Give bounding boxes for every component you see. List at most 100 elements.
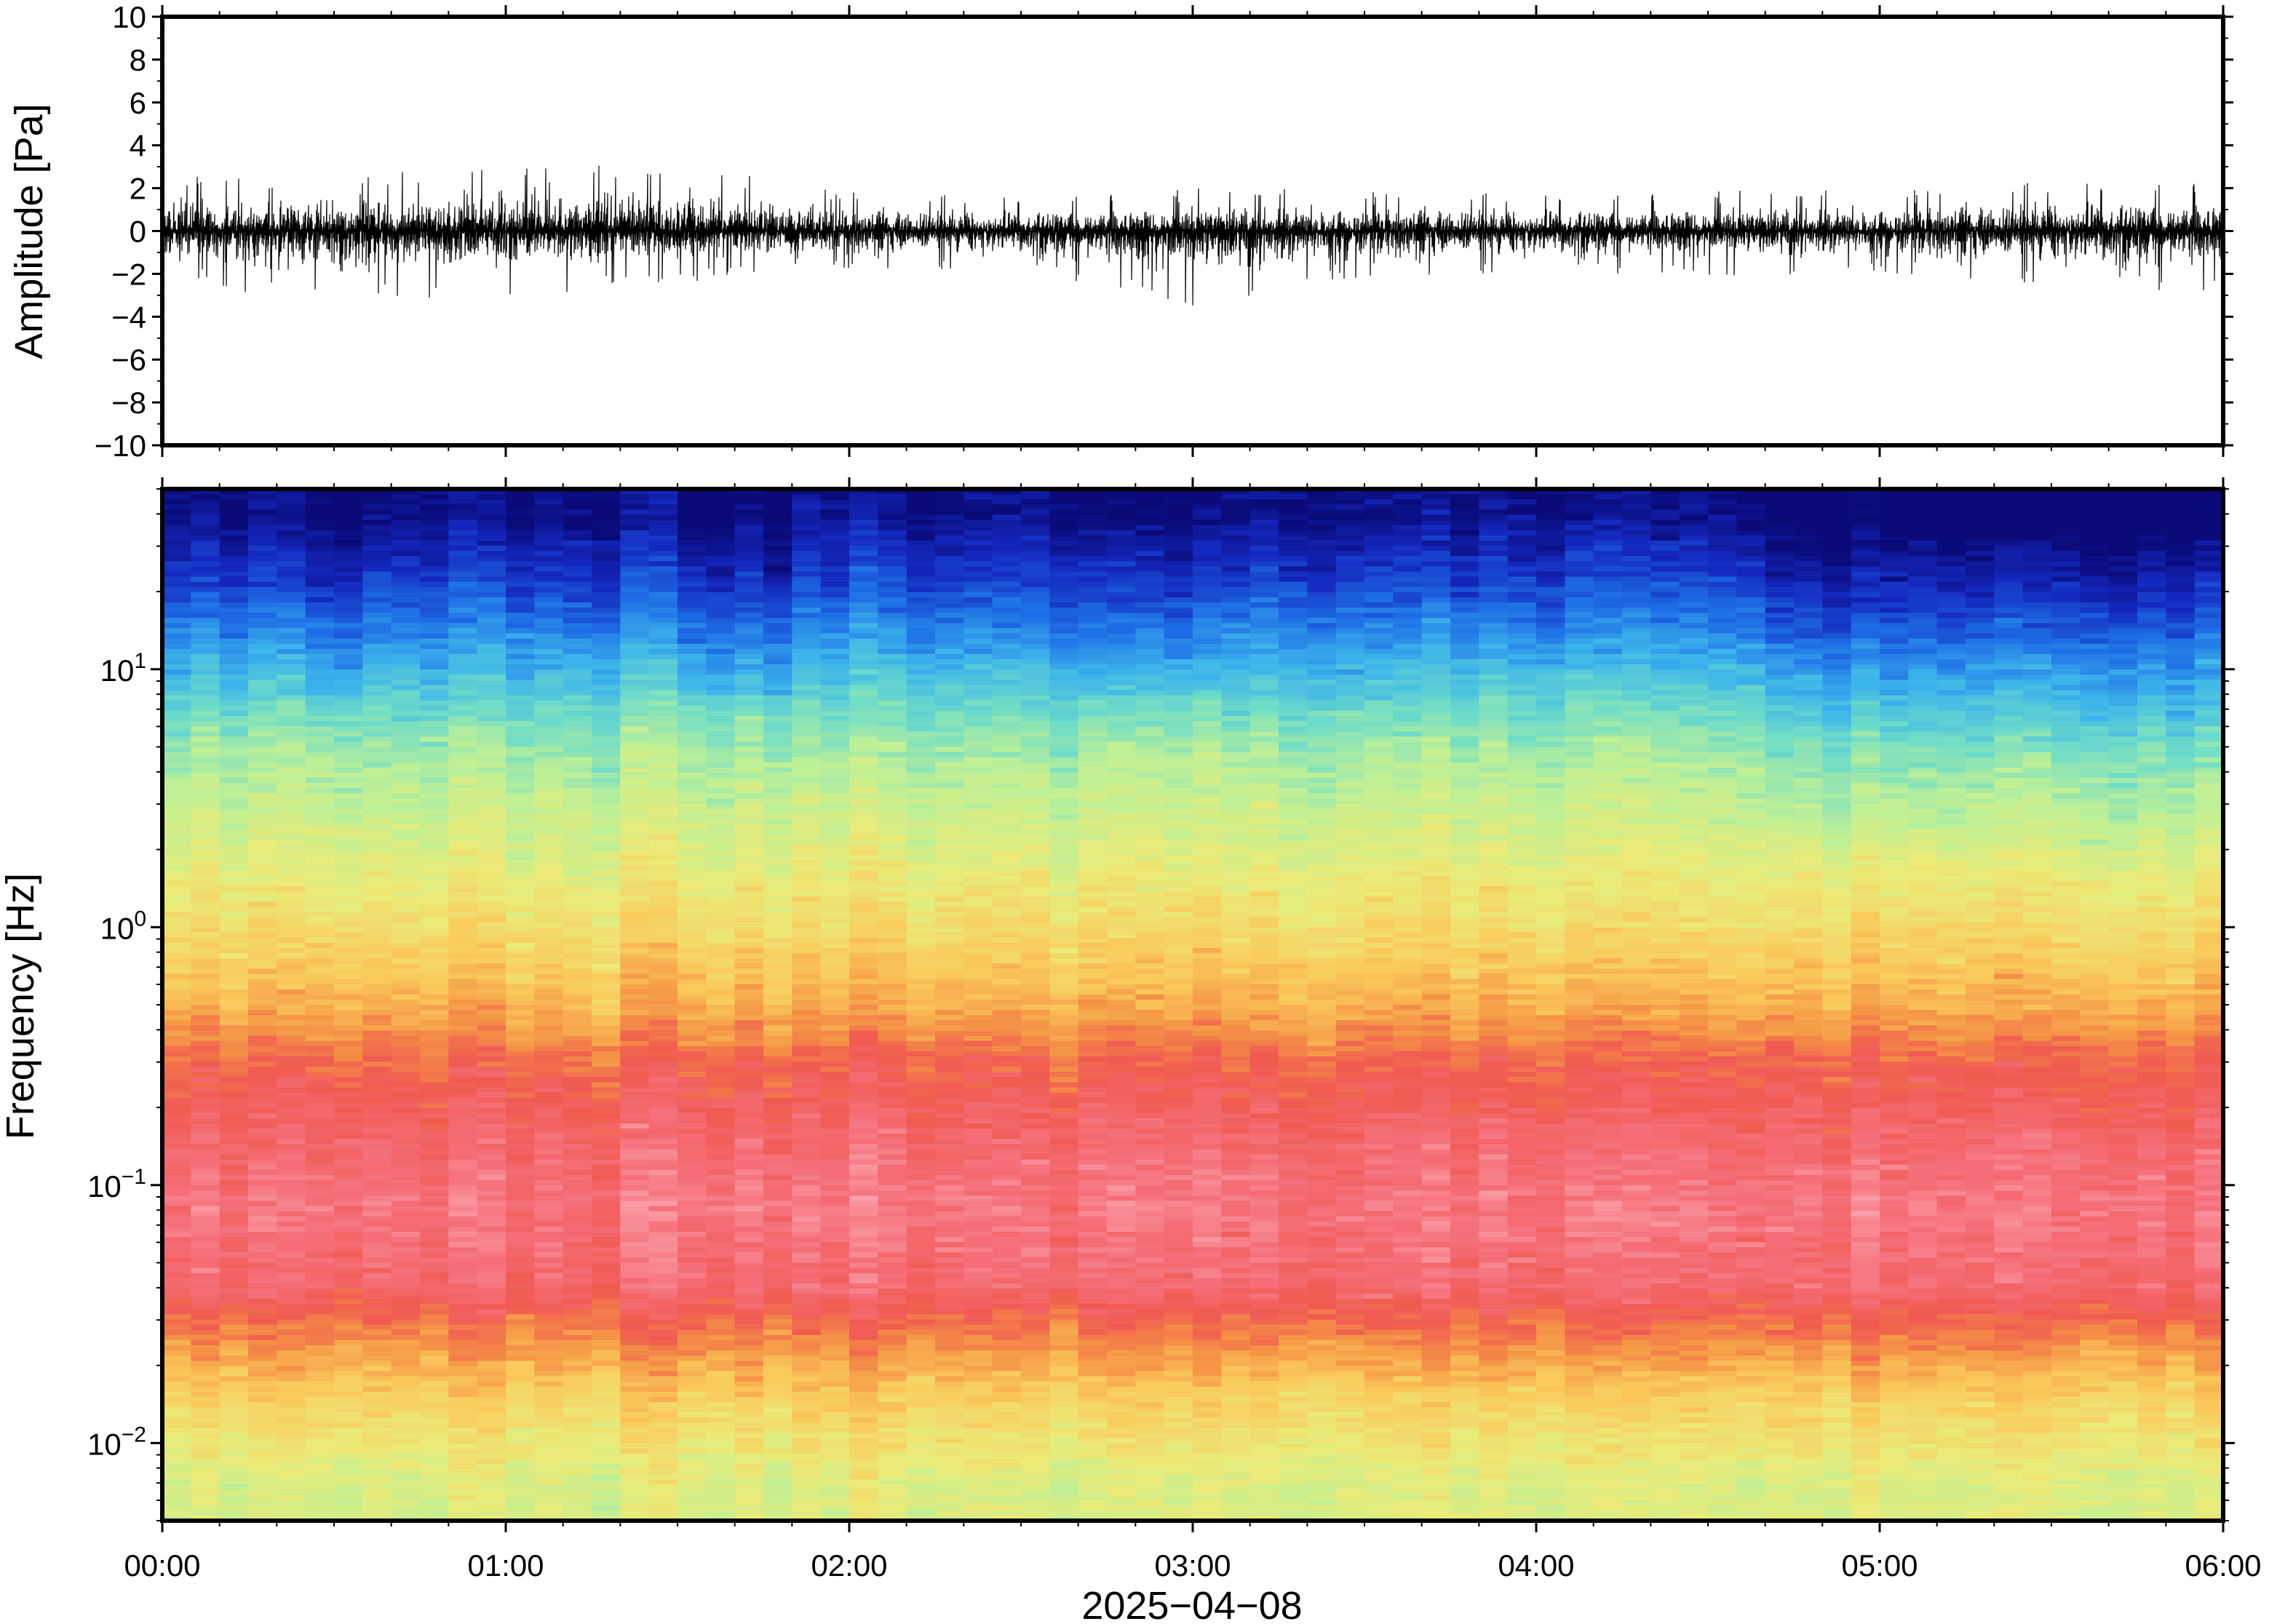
spectrogram-cell bbox=[248, 922, 277, 928]
spectrogram-cell bbox=[277, 1278, 306, 1284]
spectrogram-cell bbox=[648, 1366, 678, 1372]
spectrogram-cell bbox=[162, 1056, 191, 1062]
spectrogram-cell bbox=[277, 793, 306, 799]
spectrogram-cell bbox=[420, 1123, 449, 1129]
spectrogram-cell bbox=[162, 618, 191, 624]
spectrogram-cell bbox=[362, 1087, 392, 1094]
spectrogram-cell bbox=[420, 803, 449, 810]
spectrogram-cell bbox=[506, 556, 535, 562]
spectrogram-cell bbox=[592, 1267, 621, 1274]
spectrogram-cell bbox=[248, 1107, 277, 1114]
spectrogram-cell bbox=[391, 715, 421, 722]
spectrogram-cell bbox=[362, 979, 392, 985]
spectrogram-cell bbox=[477, 808, 506, 815]
spectrogram-cell bbox=[734, 989, 764, 995]
spectrogram-cell bbox=[362, 1102, 392, 1109]
spectrogram-cell bbox=[362, 623, 392, 629]
spectrogram-cell bbox=[763, 999, 792, 1006]
spectrogram-cell bbox=[162, 1190, 191, 1196]
spectrogram-cell bbox=[706, 1273, 736, 1279]
spectrogram-cell bbox=[277, 999, 306, 1006]
spectrogram-cell bbox=[420, 860, 449, 867]
spectrogram-cell bbox=[648, 984, 678, 990]
spectrogram-cell bbox=[305, 1428, 335, 1434]
spectrogram-cell bbox=[592, 1231, 621, 1238]
spectrogram-cell bbox=[506, 829, 535, 835]
spectrogram-cell bbox=[448, 747, 478, 753]
spectrogram-cell bbox=[334, 1273, 363, 1279]
spectrogram-cell bbox=[506, 1010, 535, 1016]
spectrogram-cell bbox=[391, 1169, 421, 1176]
spectrogram-cell bbox=[277, 855, 306, 861]
spectrogram-cell bbox=[648, 1464, 678, 1470]
spectrogram-cell bbox=[191, 1051, 220, 1057]
spectrogram-cell bbox=[162, 1515, 191, 1521]
spectrogram-cell bbox=[792, 736, 822, 743]
spectrogram-cell bbox=[563, 1221, 592, 1227]
spectrogram-cell bbox=[506, 514, 535, 521]
spectrogram-cell bbox=[592, 690, 621, 696]
spectrogram-cell bbox=[563, 979, 592, 985]
spectrogram-cell bbox=[219, 932, 249, 939]
spectrogram-cell bbox=[362, 669, 392, 675]
spectrogram-cell bbox=[334, 752, 363, 758]
spectrogram-cell bbox=[563, 1046, 592, 1052]
spectrogram-cell bbox=[734, 1396, 764, 1403]
spectrogram-cell bbox=[362, 1469, 392, 1475]
spectrogram-cell bbox=[677, 1407, 707, 1413]
spectrogram-cell bbox=[420, 891, 449, 897]
spectrogram-cell bbox=[763, 653, 792, 660]
spectrogram-cell bbox=[219, 1396, 249, 1403]
spectrogram-cell bbox=[792, 798, 822, 805]
spectrogram-cell bbox=[420, 1448, 449, 1454]
spectrogram-cell bbox=[420, 1118, 449, 1124]
spectrogram-cell bbox=[277, 520, 306, 526]
spectrogram-cell bbox=[592, 865, 621, 872]
spectrogram-cell bbox=[506, 658, 535, 665]
spectrogram-cell bbox=[391, 1443, 421, 1449]
spectrogram-cell bbox=[448, 1201, 478, 1207]
spectrogram-cell bbox=[277, 1366, 306, 1372]
spectrogram-cell bbox=[420, 597, 449, 603]
spectrogram-cell bbox=[391, 1005, 421, 1011]
spectrogram-cell bbox=[706, 1201, 736, 1207]
spectrogram-cell bbox=[362, 1169, 392, 1176]
spectrogram-cell bbox=[592, 638, 621, 645]
spectrogram-cell bbox=[620, 1278, 650, 1284]
spectrogram-cell bbox=[248, 1040, 277, 1047]
spectrogram-cell bbox=[248, 1237, 277, 1243]
spectrogram-cell bbox=[448, 1422, 478, 1428]
spectrogram-cell bbox=[820, 1267, 850, 1274]
spectrogram-cell bbox=[162, 989, 191, 995]
spectrogram-cell bbox=[191, 1025, 220, 1032]
spectrogram-cell bbox=[677, 1185, 707, 1191]
spectrogram-cell bbox=[820, 1433, 850, 1439]
spectrogram-cell bbox=[334, 628, 363, 634]
spectrogram-cell bbox=[563, 1097, 592, 1104]
spectrogram-cell bbox=[219, 1428, 249, 1434]
spectrogram-cell bbox=[162, 767, 191, 773]
spectrogram-cell bbox=[420, 540, 449, 546]
spectrogram-cell bbox=[162, 762, 191, 768]
spectrogram-cell bbox=[706, 710, 736, 717]
spectrogram-cell bbox=[334, 1412, 363, 1418]
spectrogram-cell bbox=[277, 514, 306, 521]
spectrogram-cell bbox=[506, 1211, 535, 1217]
spectrogram-cell bbox=[448, 1371, 478, 1377]
spectrogram-cell bbox=[792, 576, 822, 583]
spectrogram-cell bbox=[763, 762, 792, 768]
spectrogram-cell bbox=[506, 592, 535, 598]
spectrogram-cell bbox=[648, 1515, 678, 1521]
spectrogram-cell bbox=[248, 736, 277, 743]
spectrogram-cell bbox=[219, 757, 249, 763]
spectrogram-cell bbox=[563, 1040, 592, 1047]
spectrogram-cell bbox=[448, 1061, 478, 1067]
spectrogram-cell bbox=[706, 1092, 736, 1099]
spectrogram-cell bbox=[820, 1407, 850, 1413]
spectrogram-cell bbox=[534, 1030, 564, 1037]
spectrogram-cell bbox=[420, 1211, 449, 1217]
spectrogram-cell bbox=[820, 922, 850, 928]
spectrogram-cell bbox=[763, 901, 792, 907]
spectrogram-cell bbox=[563, 1267, 592, 1274]
spectrogram-cell bbox=[620, 700, 650, 706]
